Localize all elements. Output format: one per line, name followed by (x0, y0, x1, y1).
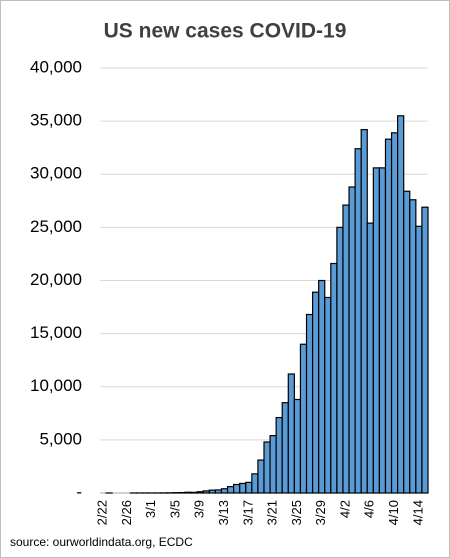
bar (226, 486, 235, 494)
y-tick-label: 5,000 (39, 429, 82, 448)
x-tick-label: 3/29 (313, 500, 328, 525)
y-tick-label: 30,000 (30, 164, 82, 183)
bar (214, 489, 223, 494)
bar (342, 204, 350, 494)
source-note: source: ourworldindata.org, ECDC (10, 535, 193, 549)
x-tick-label: 4/14 (410, 500, 425, 525)
x-tick-label: 2/26 (119, 500, 134, 525)
bar (403, 190, 411, 494)
y-tick-label: - (76, 482, 82, 501)
bar (378, 167, 387, 494)
x-tick-label: 4/6 (362, 500, 377, 518)
y-tick-label: 10,000 (30, 376, 82, 395)
x-tick-label: 4/2 (337, 500, 352, 518)
bar (251, 473, 259, 494)
bar (263, 441, 271, 494)
bar (239, 482, 247, 494)
bar (421, 206, 429, 494)
bar (336, 226, 344, 494)
bar (208, 489, 217, 494)
bar (324, 296, 332, 494)
bar (299, 343, 308, 494)
x-tick-label: 3/5 (167, 500, 182, 518)
chart-title: US new cases COVID-19 (104, 20, 347, 43)
bar (202, 490, 210, 494)
x-tick-label: 3/9 (192, 500, 207, 518)
bar (384, 138, 393, 494)
bar (372, 167, 381, 494)
bar (390, 132, 399, 494)
y-tick-label: 25,000 (30, 217, 82, 236)
x-tick-label: 3/13 (216, 500, 231, 525)
bar (409, 199, 417, 494)
bar (348, 186, 356, 494)
bar (233, 483, 241, 494)
bar (220, 488, 229, 494)
x-tick-label: 3/1 (143, 500, 158, 518)
bar (318, 279, 326, 494)
bar (415, 225, 423, 494)
y-tick-label: 40,000 (30, 57, 82, 76)
bar (184, 491, 192, 494)
x-tick-label: 2/22 (94, 500, 109, 525)
bar (354, 148, 362, 494)
x-tick-label: 3/25 (289, 500, 304, 525)
x-tick-label: 3/21 (265, 500, 280, 525)
bar (360, 129, 368, 494)
x-tick-label: 4/10 (386, 500, 401, 525)
bar (330, 262, 338, 494)
y-tick-label: 20,000 (30, 270, 82, 289)
bar (269, 435, 277, 494)
bar (190, 491, 198, 494)
bar (281, 402, 289, 494)
bar (305, 313, 314, 494)
y-tick-label: 35,000 (30, 111, 82, 130)
bar (196, 491, 204, 494)
bar (257, 459, 265, 494)
bar (293, 398, 302, 494)
bar (397, 115, 405, 494)
bar (287, 373, 295, 494)
bar (366, 222, 374, 494)
x-tick-label: 3/17 (240, 500, 255, 525)
bar (311, 291, 320, 494)
bar (245, 481, 253, 494)
bar (275, 416, 283, 494)
y-tick-label: 15,000 (30, 323, 82, 342)
